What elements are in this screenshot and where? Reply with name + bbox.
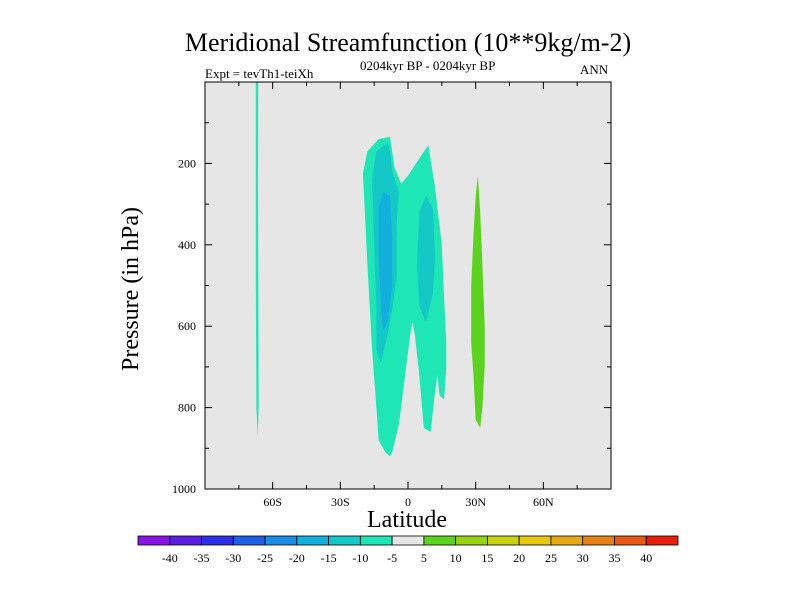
contour-region-nh-tropical-core [417,196,436,323]
colorbar-label: 10 [450,551,462,565]
colorbar-swatch [487,535,520,546]
colorbar-label: 25 [545,551,557,565]
colorbar-label: -25 [257,551,273,565]
colorbar-label: 15 [481,551,493,565]
y-axis-title: Pressure (in hPa) [118,207,144,371]
x-tick-label: 60S [263,495,282,509]
x-axis-title: Latitude [367,507,447,533]
season-label: ANN [580,62,609,77]
colorbar-label: -30 [225,551,241,565]
colorbar-label: -20 [289,551,305,565]
x-tick-label: 30S [331,495,350,509]
x-tick-label: 0 [405,495,411,509]
colorbar-swatch [328,535,361,546]
colorbar-label: 30 [577,551,589,565]
colorbar: -40 -35 -30 -25 -20 -15 -10 -5 5 10 15 20 25 30 35 40 [137,535,679,565]
colorbar-label: -40 [162,551,178,565]
colorbar-swatch [614,535,647,546]
colorbar-swatch [137,535,171,546]
colorbar-label: 40 [640,551,652,565]
colorbar-label: 5 [421,551,427,565]
colorbar-swatch [264,535,298,546]
y-tick-label: 400 [178,238,196,252]
colorbar-swatch [582,535,615,546]
colorbar-swatch [455,535,488,546]
colorbar-label: -15 [321,551,337,565]
colorbar-swatch [645,535,679,546]
colorbar-swatch [518,535,552,546]
axes: 60S 30S 0 30N 60N 200 400 600 800 1000 [172,81,612,509]
y-tick-label: 200 [178,156,196,170]
colorbar-label: -35 [194,551,210,565]
x-tick-label: 30N [465,495,486,509]
colorbar-swatch [201,535,234,546]
colorbar-swatch [391,535,425,546]
colorbar-label: -10 [352,551,368,565]
plot-area [205,82,611,489]
y-tick-label: 1000 [172,482,196,496]
chart-title: Meridional Streamfunction (10**9kg/m-2) [184,28,632,57]
y-tick-label: 600 [178,319,196,333]
colorbar-swatch [359,535,393,546]
x-tick-label: 60N [533,495,554,509]
contour-region-nh-subtropical-cell [471,175,485,428]
colorbar-swatch [232,535,266,546]
colorbar-label: -5 [387,551,397,565]
contour-region-sh-tropical-inner [378,191,393,331]
colorbar-label: 20 [513,551,525,565]
colorbar-swatch [169,535,202,546]
contour-region-sh-highlat-cell [255,82,259,437]
colorbar-swatch [296,535,329,546]
colorbar-swatch [550,535,584,546]
period-label: 0204kyr BP - 0204kyr BP [360,58,496,73]
colorbar-swatch [423,535,457,546]
experiment-label: Expt = tevTh1-teiXh [205,66,314,81]
colorbar-label: 35 [608,551,620,565]
y-tick-label: 800 [178,401,196,415]
